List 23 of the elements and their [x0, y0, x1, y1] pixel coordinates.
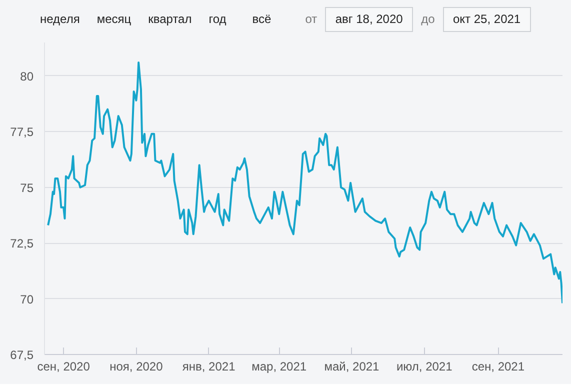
line-series — [47, 62, 562, 304]
y-tick-label: 77,5 — [10, 125, 34, 140]
text: год — [208, 11, 226, 28]
text: месяц — [96, 11, 132, 28]
text: до — [421, 11, 435, 28]
y-tick-label: 80 — [20, 69, 34, 84]
x-tick-label: сен, 2021 — [472, 360, 525, 374]
text: от — [305, 11, 318, 28]
x-tick-label: мар, 2021 — [252, 360, 307, 374]
y-tick-label: 75 — [20, 180, 34, 195]
y-tick-label: 70 — [20, 292, 34, 306]
y-tick-label: 72,5 — [10, 236, 34, 251]
text: неделя — [40, 11, 80, 28]
text: квартал — [148, 11, 192, 28]
y-tick-label: 67,5 — [10, 348, 34, 362]
x-tick-label: ноя, 2020 — [110, 360, 164, 374]
text: окт 25, 2021 — [442, 7, 531, 32]
x-tick-label: май, 2021 — [324, 360, 380, 374]
x-tick-label: июл, 2021 — [396, 360, 453, 374]
text: авг 18, 2020 — [325, 7, 414, 32]
x-tick-label: янв, 2021 — [182, 360, 236, 374]
text: всё — [252, 11, 272, 28]
x-tick-label: сен, 2020 — [37, 360, 90, 374]
